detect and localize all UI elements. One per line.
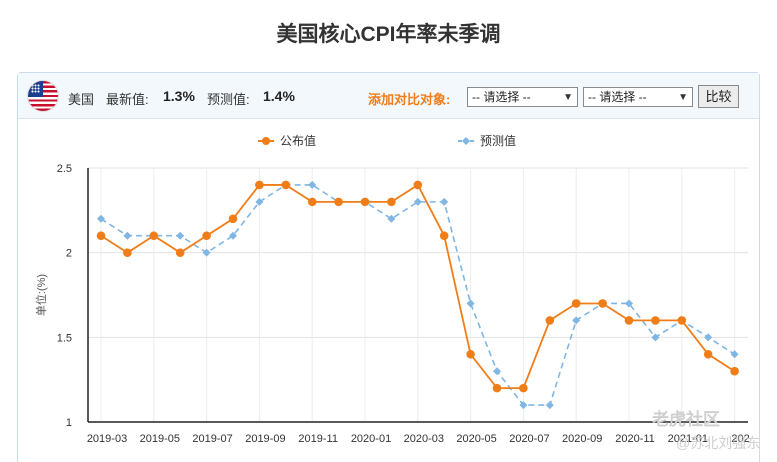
published-point bbox=[334, 197, 343, 207]
x-tick-label: 2019-03 bbox=[87, 433, 127, 445]
y-tick-label: 1 bbox=[66, 417, 72, 429]
published-point bbox=[677, 316, 687, 325]
latest-label: 最新值: bbox=[106, 92, 149, 107]
x-tick-label: 2020-03 bbox=[404, 433, 444, 445]
compare-select-2-value: -- 请选择 -- bbox=[588, 90, 647, 104]
published-point bbox=[96, 231, 106, 241]
x-tick-label: 2020-11 bbox=[615, 433, 655, 445]
watermark-site: 老虎社区 bbox=[652, 410, 720, 429]
published-point bbox=[175, 248, 185, 257]
published-point bbox=[360, 197, 370, 207]
compare-select-2[interactable]: -- 请选择 -- ▼ bbox=[583, 87, 693, 107]
compare-select-1[interactable]: -- 请选择 -- ▼ bbox=[467, 87, 578, 107]
y-tick-label: 1.5 bbox=[57, 332, 72, 344]
x-tick-label: 2019-07 bbox=[192, 433, 232, 445]
country-label: 美国 bbox=[68, 92, 95, 107]
x-tick-label: 2020-07 bbox=[509, 433, 549, 445]
legend-published-label: 公布值 bbox=[280, 133, 316, 148]
published-point bbox=[571, 299, 581, 308]
forecast-point bbox=[255, 197, 264, 206]
forecast-point bbox=[387, 214, 396, 223]
compare-button[interactable]: 比较 bbox=[698, 85, 739, 108]
published-point bbox=[281, 180, 291, 190]
published-point bbox=[439, 231, 449, 241]
chevron-down-icon: ▼ bbox=[563, 92, 573, 103]
published-point bbox=[202, 231, 211, 241]
forecast-point bbox=[97, 214, 105, 223]
compare-select-1-value: -- 请选择 -- bbox=[472, 90, 531, 104]
published-point bbox=[651, 316, 660, 325]
x-tick-label: 2020-01 bbox=[351, 433, 391, 445]
forecast-point bbox=[519, 401, 528, 410]
forecast-point bbox=[572, 316, 581, 325]
compare-label: 添加对比对象: bbox=[368, 92, 451, 107]
published-point bbox=[255, 180, 264, 190]
forecast-point bbox=[493, 367, 501, 376]
x-tick-label: 2021-01 bbox=[668, 433, 708, 445]
x-tick-label: 2019-09 bbox=[245, 433, 285, 445]
x-tick-label: 202 bbox=[731, 433, 749, 445]
forecast-point bbox=[229, 231, 237, 240]
published-point bbox=[492, 383, 502, 393]
x-tick-label: 2020-09 bbox=[562, 433, 602, 445]
published-point bbox=[123, 248, 132, 257]
forecast-point bbox=[651, 333, 660, 342]
forecast-value: 1.4% bbox=[263, 88, 295, 104]
forecast-point bbox=[730, 350, 739, 359]
published-point bbox=[307, 197, 317, 207]
us-flag-icon bbox=[28, 81, 58, 111]
forecast-point bbox=[625, 299, 633, 308]
published-point bbox=[387, 197, 396, 207]
published-point bbox=[545, 316, 555, 325]
x-tick-label: 2019-05 bbox=[140, 433, 180, 445]
x-tick-label: 2020-05 bbox=[456, 433, 496, 445]
published-point bbox=[624, 316, 634, 325]
published-point bbox=[730, 366, 739, 376]
y-axis-label: 单位:(%) bbox=[34, 274, 48, 316]
forecast-point bbox=[413, 197, 422, 206]
forecast-label: 预测值: bbox=[207, 92, 250, 107]
published-point bbox=[598, 299, 607, 308]
published-point bbox=[466, 349, 475, 359]
forecast-point bbox=[176, 231, 185, 240]
forecast-point bbox=[466, 299, 475, 308]
x-tick-label: 2019-11 bbox=[298, 433, 338, 445]
forecast-point bbox=[545, 401, 554, 410]
published-point bbox=[703, 349, 713, 359]
legend-forecast-label: 预测值 bbox=[480, 133, 516, 148]
watermark-author: @苏北刘强东 bbox=[676, 435, 761, 451]
published-point bbox=[149, 231, 159, 241]
toolbar: 美国 最新值: 1.3% 预测值: 1.4% 添加对比对象: -- 请选择 --… bbox=[18, 73, 759, 119]
forecast-point bbox=[440, 197, 449, 206]
published-point bbox=[228, 214, 238, 224]
legend-forecast-marker bbox=[462, 137, 470, 145]
legend-published-marker bbox=[262, 137, 270, 145]
forecast-point bbox=[308, 180, 317, 189]
chart-panel: 美国 最新值: 1.3% 预测值: 1.4% 添加对比对象: -- 请选择 --… bbox=[17, 72, 760, 462]
forecast-point bbox=[123, 231, 132, 240]
chevron-down-icon: ▼ bbox=[678, 92, 688, 103]
forecast-point bbox=[202, 248, 211, 257]
published-point bbox=[413, 180, 423, 190]
published-point bbox=[519, 383, 528, 393]
latest-value: 1.3% bbox=[163, 88, 195, 104]
y-tick-label: 2.5 bbox=[57, 163, 72, 175]
y-tick-label: 2 bbox=[66, 248, 72, 260]
page-title: 美国核心CPI年率未季调 bbox=[276, 23, 501, 46]
forecast-point bbox=[704, 333, 713, 342]
